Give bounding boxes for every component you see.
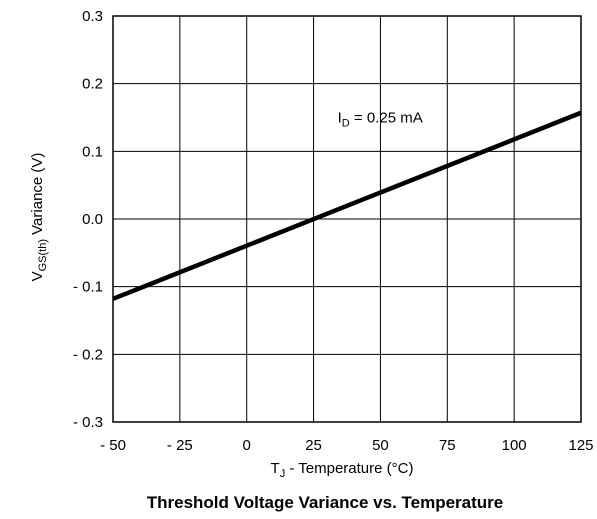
grid xyxy=(112,15,582,423)
x-tick-label: 100 xyxy=(502,437,527,454)
series-line xyxy=(112,110,582,301)
x-tick-label: 50 xyxy=(372,437,389,454)
annotation-sub: D xyxy=(342,117,350,129)
y-tick-label: 0.3 xyxy=(82,8,103,25)
x-axis-label-rest: - Temperature (°C) xyxy=(285,460,413,477)
series-layer xyxy=(112,110,582,301)
x-tick-label: 125 xyxy=(568,437,593,454)
x-axis-label: TJ - Temperature (°C) xyxy=(271,460,414,480)
x-tick-labels: - 50 - 25 0 25 50 75 100 125 xyxy=(100,437,593,454)
y-tick-label: 0.2 xyxy=(82,76,103,93)
series-annotation: ID = 0.25 mA xyxy=(338,109,423,129)
x-axis-label-main: T xyxy=(271,460,280,477)
chart-title: Threshold Voltage Variance vs. Temperatu… xyxy=(147,493,504,512)
plot-frame xyxy=(112,15,582,423)
x-tick-label: - 25 xyxy=(167,437,193,454)
annotation-rest: = 0.25 mA xyxy=(350,109,423,126)
x-tick-label: - 50 xyxy=(100,437,126,454)
x-tick-label: 75 xyxy=(439,437,456,454)
y-tick-labels: 0.3 0.2 0.1 0.0 - 0.1 - 0.2 - 0.3 xyxy=(73,8,103,431)
y-axis-label-sub: GS(th) xyxy=(37,239,49,271)
annotation-main: I xyxy=(338,109,342,126)
y-tick-label: - 0.1 xyxy=(73,279,103,296)
y-tick-label: 0.0 xyxy=(82,211,103,228)
y-axis-label-main: V xyxy=(29,271,46,281)
y-axis-label-rest: Variance (V) xyxy=(29,153,46,239)
y-tick-label: 0.1 xyxy=(82,143,103,160)
x-tick-label: 25 xyxy=(305,437,322,454)
y-tick-label: - 0.3 xyxy=(73,414,103,431)
x-tick-label: 0 xyxy=(243,437,251,454)
y-axis-label: VGS(th) Variance (V) xyxy=(29,153,49,282)
x-axis-label-sub: J xyxy=(280,468,286,480)
y-tick-label: - 0.2 xyxy=(73,346,103,363)
